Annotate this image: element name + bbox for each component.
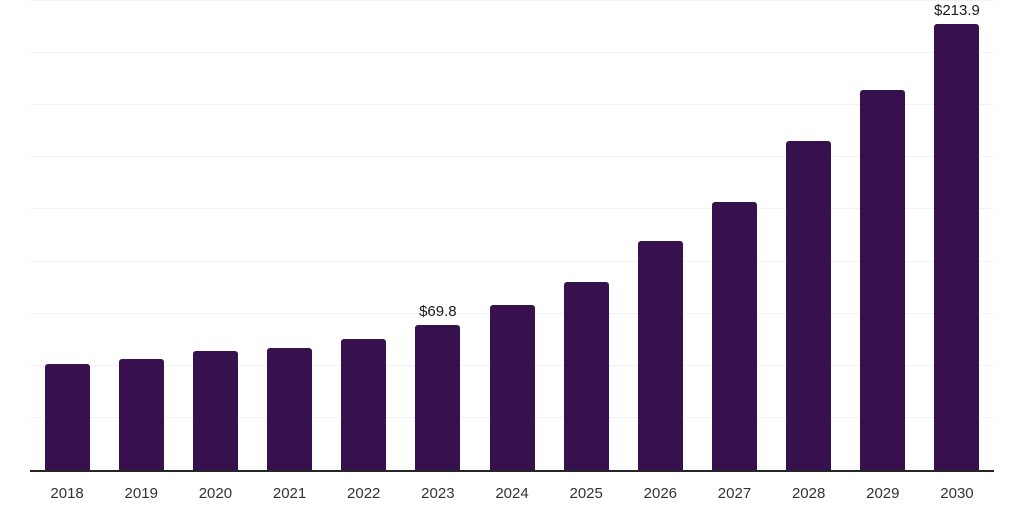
x-tick-2026: 2026 (643, 485, 678, 502)
bar-2022 (341, 338, 387, 470)
bar-2020 (192, 350, 238, 470)
bar-2029 (860, 89, 906, 470)
bar-2024 (489, 304, 535, 470)
x-tick-2028: 2028 (791, 485, 826, 502)
gridline (30, 104, 994, 106)
bar-2026 (637, 241, 683, 470)
value-label-2023: $69.8 (419, 302, 457, 320)
bar-2030 (934, 24, 980, 470)
gridline (30, 52, 994, 54)
x-tick-2024: 2024 (495, 485, 529, 502)
x-tick-2023: 2023 (421, 485, 455, 502)
bar-2023 (415, 324, 461, 470)
bar-2027 (711, 201, 757, 470)
gridline (30, 156, 994, 158)
x-axis-labels: 2018 2019 2020 2021 2022 2023 2024 2025 2026 2027… (30, 485, 994, 502)
x-tick-2029: 2029 (866, 485, 900, 502)
bar-2025 (563, 281, 609, 470)
gridline (30, 0, 994, 1)
x-tick-2018: 2018 (50, 485, 84, 502)
x-tick-2019: 2019 (124, 485, 158, 502)
gridline (30, 260, 994, 262)
x-tick-2025: 2025 (569, 485, 603, 502)
plot-area: $69.8 $213.9 (30, 0, 994, 472)
gridline (30, 208, 994, 210)
x-tick-2030: 2030 (940, 485, 974, 502)
value-label-2030: $213.9 (933, 2, 980, 20)
bar-2021 (267, 347, 313, 470)
bar-2019 (118, 358, 164, 470)
bar-2018 (44, 364, 90, 470)
bar-2028 (786, 141, 832, 470)
x-tick-2021: 2021 (272, 485, 307, 502)
x-tick-2020: 2020 (198, 485, 233, 502)
x-tick-2027: 2027 (717, 485, 752, 502)
x-tick-2022: 2022 (347, 485, 381, 502)
